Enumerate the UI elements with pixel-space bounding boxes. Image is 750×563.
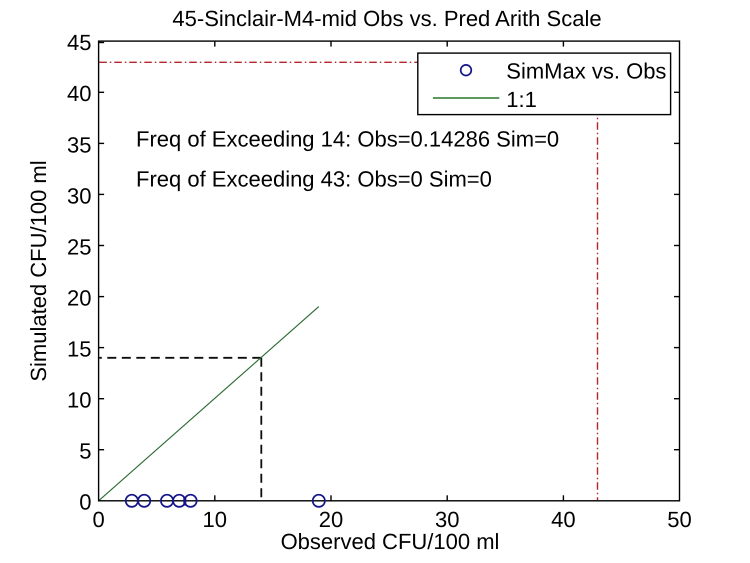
svg-text:35: 35: [67, 132, 91, 157]
svg-text:50: 50: [667, 507, 691, 532]
svg-text:Freq of Exceeding 14: Obs=0.14: Freq of Exceeding 14: Obs=0.14286 Sim=0: [136, 127, 559, 152]
svg-text:30: 30: [435, 507, 459, 532]
svg-text:5: 5: [79, 439, 91, 464]
svg-text:40: 40: [551, 507, 575, 532]
svg-text:Observed CFU/100 ml: Observed CFU/100 ml: [281, 529, 500, 554]
svg-text:15: 15: [67, 337, 91, 362]
svg-text:0: 0: [79, 490, 91, 515]
svg-text:45-Sinclair-M4-mid Obs vs. Pre: 45-Sinclair-M4-mid Obs vs. Pred Arith Sc…: [172, 6, 601, 31]
svg-text:40: 40: [67, 81, 91, 106]
svg-text:10: 10: [203, 507, 227, 532]
svg-text:SimMax vs. Obs: SimMax vs. Obs: [506, 58, 666, 83]
svg-text:0: 0: [92, 507, 104, 532]
svg-text:Simulated CFU/100 ml: Simulated CFU/100 ml: [26, 160, 51, 381]
svg-text:25: 25: [67, 234, 91, 259]
svg-text:20: 20: [319, 507, 343, 532]
svg-text:Freq of Exceeding 43: Obs=0 Si: Freq of Exceeding 43: Obs=0 Sim=0: [136, 167, 492, 192]
svg-text:10: 10: [67, 388, 91, 413]
svg-text:30: 30: [67, 183, 91, 208]
svg-text:20: 20: [67, 286, 91, 311]
svg-text:45: 45: [67, 30, 91, 55]
svg-text:1:1: 1:1: [506, 87, 537, 112]
